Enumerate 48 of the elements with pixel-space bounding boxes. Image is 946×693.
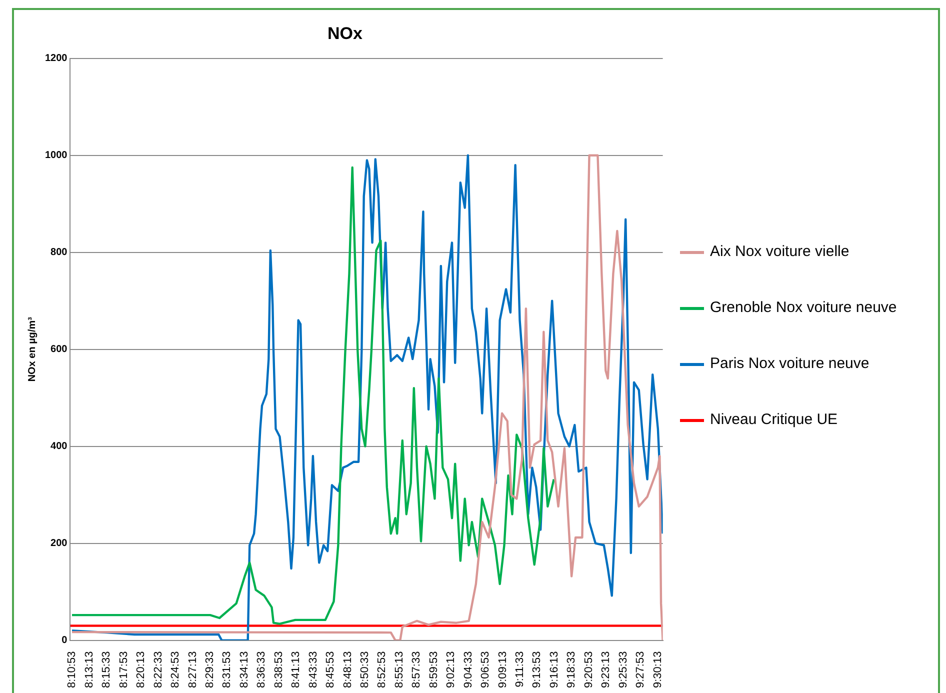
x-tick-label: 8:22:33 [152, 651, 164, 688]
x-tick-label: 8:45:53 [324, 651, 337, 688]
y-tick-label: 1200 [44, 53, 68, 64]
x-tick-label: 8:48:13 [342, 651, 354, 688]
x-tick-label: 8:13:13 [83, 651, 96, 688]
x-tick-label: 8:27:13 [186, 651, 199, 688]
x-tick-label: 8:41:13 [290, 651, 302, 688]
x-tick-label: 8:36:33 [256, 651, 268, 688]
y-tick-label: 600 [50, 344, 68, 356]
x-tick-label: 9:13:53 [531, 651, 544, 688]
x-tick-label: 9:18:33 [566, 651, 578, 688]
y-tick-label: 200 [50, 538, 68, 550]
x-tick-label: 9:06:53 [480, 651, 492, 688]
x-tick-label: 8:52:53 [376, 651, 388, 688]
legend-label: Paris Nox voiture neuve [710, 354, 870, 374]
x-tick-label: 9:20:53 [582, 651, 595, 688]
x-tick-label: 8:57:33 [410, 651, 423, 688]
x-tick-label: 9:16:13 [548, 651, 560, 688]
legend-label: Niveau Critique UE [710, 410, 838, 430]
y-axis-title: NOx en µg/m³ [26, 316, 38, 382]
y-tick-label: 800 [50, 247, 68, 258]
x-tick-label: 9:09:13 [496, 651, 509, 688]
x-tick-label: 9:11:33 [514, 651, 526, 688]
x-tick-label: 8:55:13 [393, 651, 406, 688]
x-tick-label: 8:17:53 [118, 651, 130, 688]
x-tick-label: 8:31:53 [221, 651, 234, 688]
x-tick-label: 9:23:13 [600, 651, 612, 688]
x-tick-label: 8:24:53 [170, 651, 182, 688]
x-tick-label: 8:38:53 [272, 651, 285, 688]
x-tick-label: 9:02:13 [445, 651, 458, 688]
x-tick-label: 9:04:33 [462, 651, 474, 688]
y-tick-label: 0 [62, 635, 68, 646]
x-tick-label: 8:43:33 [307, 651, 320, 688]
y-tick-label: 400 [50, 441, 68, 452]
legend-label: Grenoble Nox voiture neuve [710, 298, 897, 318]
legend-label: Aix Nox voiture vielle [710, 242, 850, 262]
x-tick-label: 8:15:33 [100, 651, 113, 688]
x-tick-label: 8:50:33 [359, 651, 372, 688]
y-tick-label: 1000 [44, 150, 68, 162]
chart-title: NOx [328, 24, 364, 43]
x-tick-label: 8:20:13 [135, 651, 148, 688]
x-tick-label: 9:25:33 [617, 651, 630, 688]
x-tick-label: 9:27:53 [634, 651, 647, 688]
x-tick-label: 8:59:53 [428, 651, 440, 688]
x-tick-label: 8:29:33 [204, 651, 216, 688]
x-tick-label: 8:34:13 [238, 651, 250, 688]
x-tick-label: 9:30:13 [652, 651, 664, 688]
x-tick-label: 8:10:53 [66, 651, 78, 688]
